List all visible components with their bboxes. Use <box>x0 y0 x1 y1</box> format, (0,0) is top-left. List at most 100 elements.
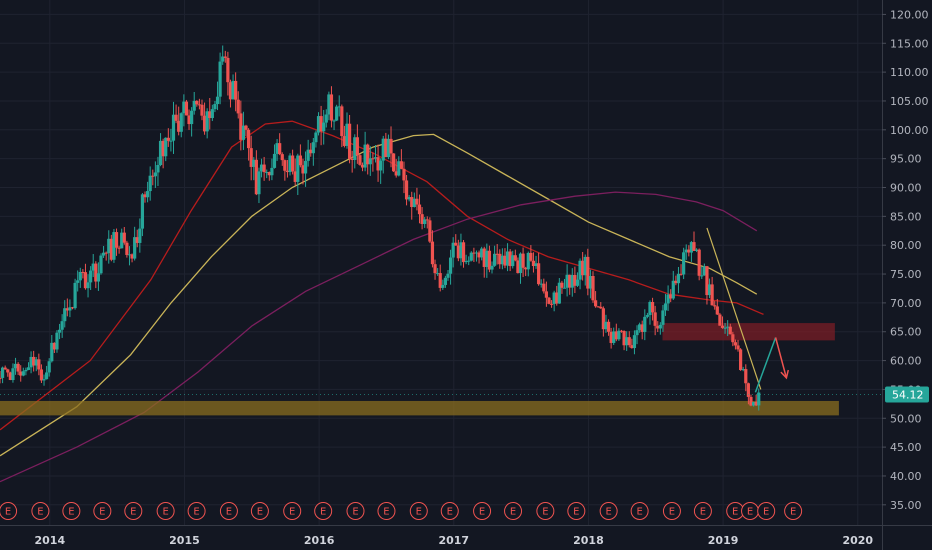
earnings-marker[interactable]: E <box>784 502 803 520</box>
earnings-marker[interactable]: E <box>156 502 175 520</box>
candle-body[interactable] <box>288 155 292 173</box>
candle-body[interactable] <box>89 270 93 283</box>
candle-body[interactable] <box>423 219 427 224</box>
candle-body[interactable] <box>205 111 209 132</box>
candle-body[interactable] <box>109 238 113 260</box>
candle-body[interactable] <box>420 214 424 224</box>
candle-body[interactable] <box>182 101 186 114</box>
candle-body[interactable] <box>596 306 600 308</box>
candle-body[interactable] <box>350 158 354 160</box>
price-zone[interactable] <box>662 323 835 341</box>
candle-body[interactable] <box>630 345 634 349</box>
candle-body[interactable] <box>739 349 743 371</box>
candle-body[interactable] <box>591 275 595 301</box>
candle-body[interactable] <box>428 220 432 242</box>
earnings-marker[interactable]: E <box>693 502 712 520</box>
candle-body[interactable] <box>751 401 756 406</box>
candle-body[interactable] <box>21 371 25 376</box>
candle-body[interactable] <box>231 80 235 100</box>
candle-body[interactable] <box>666 294 670 304</box>
candle-body[interactable] <box>8 372 12 381</box>
earnings-marker[interactable]: E <box>187 502 206 520</box>
candle-body[interactable] <box>731 334 735 343</box>
candle-body[interactable] <box>549 303 554 305</box>
candle-body[interactable] <box>135 237 139 243</box>
candle-body[interactable] <box>487 250 492 270</box>
candle-body[interactable] <box>156 164 160 173</box>
candle-body[interactable] <box>544 291 548 298</box>
candle-body[interactable] <box>469 252 473 261</box>
candle-body[interactable] <box>184 101 189 116</box>
candle-body[interactable] <box>78 271 82 281</box>
candle-body[interactable] <box>140 194 145 229</box>
candle-body[interactable] <box>461 242 466 263</box>
candle-body[interactable] <box>125 242 129 255</box>
candle-body[interactable] <box>614 331 618 340</box>
candle-body[interactable] <box>663 303 668 311</box>
candle-body[interactable] <box>117 247 121 249</box>
candle-body[interactable] <box>322 122 326 132</box>
candle-body[interactable] <box>146 191 150 198</box>
candle-body[interactable] <box>448 257 453 274</box>
candle-body[interactable] <box>412 198 416 208</box>
candle-body[interactable] <box>265 172 269 174</box>
candle-body[interactable] <box>679 273 683 275</box>
candle-body[interactable] <box>606 321 611 332</box>
candle-body[interactable] <box>177 120 181 132</box>
candle-body[interactable] <box>524 267 528 270</box>
candle-body[interactable] <box>329 94 334 121</box>
candle-body[interactable] <box>415 198 419 205</box>
candle-body[interactable] <box>593 300 598 307</box>
candle-body[interactable] <box>578 260 582 280</box>
candle-body[interactable] <box>202 115 207 132</box>
candle-body[interactable] <box>402 168 406 181</box>
candle-body[interactable] <box>601 308 605 330</box>
candle-body[interactable] <box>174 114 178 121</box>
candle-body[interactable] <box>13 363 18 369</box>
candle-body[interactable] <box>112 232 116 260</box>
candle-body[interactable] <box>293 171 297 182</box>
candle-body[interactable] <box>360 164 365 168</box>
candle-body[interactable] <box>661 310 665 325</box>
candle-body[interactable] <box>81 271 85 273</box>
projection-down-line[interactable] <box>774 337 788 379</box>
candle-body[interactable] <box>60 321 64 330</box>
candle-body[interactable] <box>710 284 714 306</box>
candle-body[interactable] <box>208 111 212 119</box>
candle-body[interactable] <box>485 250 489 267</box>
earnings-marker[interactable]: E <box>440 502 459 520</box>
candle-body[interactable] <box>96 273 101 282</box>
candle-body[interactable] <box>296 155 300 182</box>
candle-body[interactable] <box>529 252 533 261</box>
candle-body[interactable] <box>353 137 357 160</box>
candle-body[interactable] <box>29 356 33 368</box>
candle-body[interactable] <box>702 266 706 276</box>
candle-body[interactable] <box>632 335 637 349</box>
candle-body[interactable] <box>187 115 191 125</box>
candle-body[interactable] <box>464 261 468 263</box>
candle-body[interactable] <box>223 56 227 58</box>
candle-body[interactable] <box>244 125 248 130</box>
candle-body[interactable] <box>127 254 132 256</box>
candle-body[interactable] <box>537 263 541 285</box>
candle-body[interactable] <box>158 140 163 165</box>
candle-body[interactable] <box>650 301 655 313</box>
candle-body[interactable] <box>200 104 204 116</box>
candle-body[interactable] <box>234 80 238 100</box>
candle-body[interactable] <box>477 252 481 258</box>
candle-body[interactable] <box>197 104 201 106</box>
candle-body[interactable] <box>259 164 264 172</box>
candle-body[interactable] <box>0 367 5 378</box>
candle-body[interactable] <box>133 237 137 259</box>
candle-body[interactable] <box>599 306 603 309</box>
candle-body[interactable] <box>407 197 411 200</box>
candle-body[interactable] <box>627 337 631 346</box>
candle-body[interactable] <box>394 171 398 176</box>
candle-body[interactable] <box>347 123 352 159</box>
candle-body[interactable] <box>270 167 274 176</box>
candle-body[interactable] <box>557 282 561 304</box>
candle-body[interactable] <box>705 266 709 296</box>
candle-body[interactable] <box>531 260 536 267</box>
candle-body[interactable] <box>568 274 572 288</box>
